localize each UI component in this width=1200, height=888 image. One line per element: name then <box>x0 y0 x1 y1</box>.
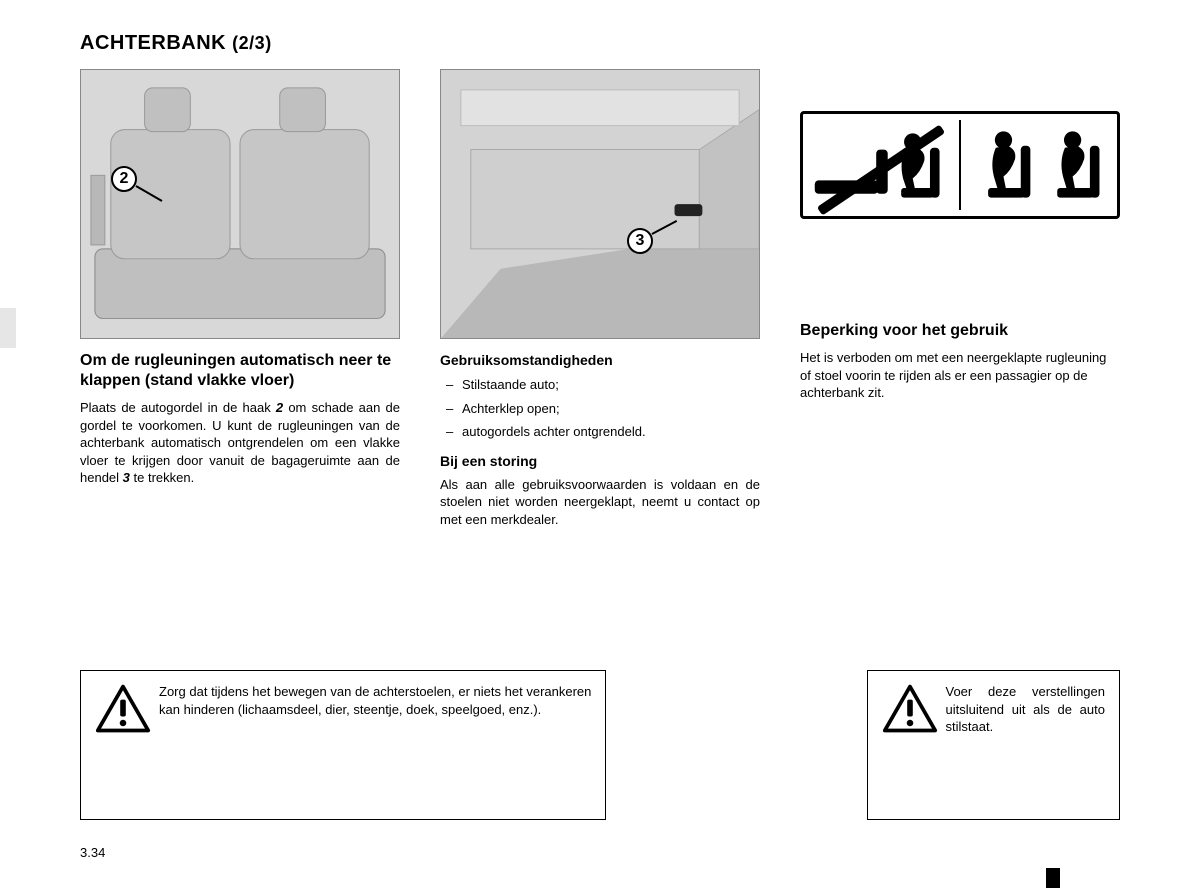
manual-page: ACHTERBANK (2/3) 51101 2 <box>0 0 1200 888</box>
page-title: ACHTERBANK (2/3) <box>80 32 1120 55</box>
warning-box-2: Voer deze verstellingen uitsluitend uit … <box>867 670 1121 820</box>
col2-heading-conditions: Gebruiksomstandigheden <box>440 351 760 369</box>
warning-triangle-icon <box>95 683 151 735</box>
seat-illustration <box>81 70 399 338</box>
title-main: ACHTERBANK <box>80 32 226 54</box>
warning-text: Zorg dat tijdens het bewegen van de acht… <box>159 684 591 717</box>
col1-heading: Om de rugleuningen automatisch neer te k… <box>80 351 400 391</box>
trunk-illustration <box>441 70 759 338</box>
conditions-list: Stilstaande auto; Achterklep open; autog… <box>440 375 760 442</box>
col3-heading: Beperking voor het gebruik <box>800 321 1120 341</box>
page-number: 3.34 <box>80 845 105 860</box>
warning-text: Voer deze verstellingen uitsluitend uit … <box>946 684 1106 734</box>
pictogram-panel <box>800 111 1120 219</box>
column-3: Beperking voor het gebruik Het is verbod… <box>800 69 1120 529</box>
warning-triangle-icon <box>882 683 938 735</box>
pictogram-forbidden <box>809 120 953 210</box>
col2-body: Als aan alle gebruiksvoorwaarden is vold… <box>440 476 760 529</box>
callout-2: 2 <box>111 166 137 192</box>
title-suffix: (2/3) <box>232 33 272 53</box>
warnings-row: Zorg dat tijdens het bewegen van de acht… <box>80 670 1120 820</box>
warning-spacer <box>646 670 826 820</box>
pictogram-separator <box>959 120 961 210</box>
pictogram-allowed <box>967 120 1111 210</box>
list-item: Stilstaande auto; <box>440 375 760 395</box>
callout-3: 3 <box>627 228 653 254</box>
column-2: 51111 3 Gebruiksomstandigheden Stilstaan… <box>440 69 760 529</box>
figure-trunk: 51111 3 <box>440 69 760 339</box>
col1-body: Plaats de autogordel in de haak 2 om sch… <box>80 399 400 487</box>
content-columns: 51101 2 Om de rugleuningen automatisch n… <box>80 69 1120 529</box>
crop-mark <box>1046 868 1060 888</box>
list-item: Achterklep open; <box>440 399 760 419</box>
figure-rear-seat: 51101 2 <box>80 69 400 339</box>
col3-body: Het is verboden om met een neergeklapte … <box>800 349 1120 402</box>
col2-heading-fault: Bij een storing <box>440 452 760 470</box>
list-item: autogordels achter ontgrendeld. <box>440 422 760 442</box>
column-1: 51101 2 Om de rugleuningen automatisch n… <box>80 69 400 529</box>
warning-box-1: Zorg dat tijdens het bewegen van de acht… <box>80 670 606 820</box>
